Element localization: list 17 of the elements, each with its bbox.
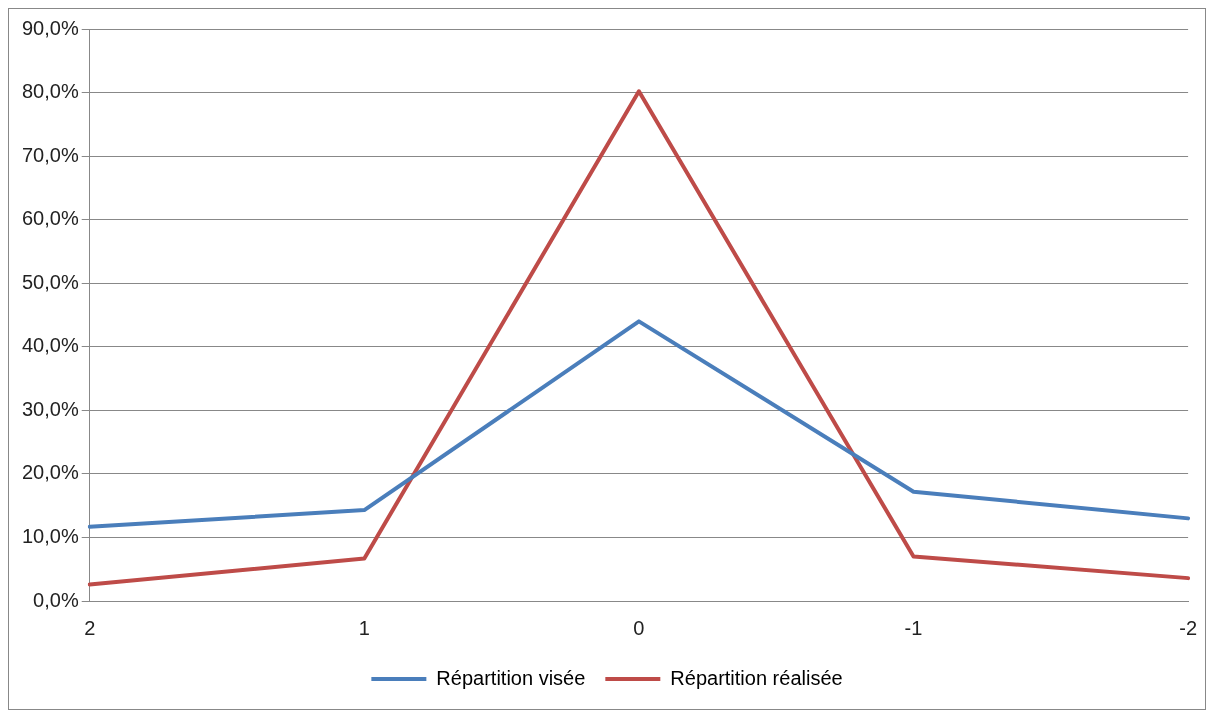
y-tick-label: 40,0% bbox=[21, 334, 79, 357]
x-tick-label: 1 bbox=[358, 616, 370, 639]
legend-label: Répartition réalisée bbox=[670, 666, 843, 689]
x-tick-label: 0 bbox=[633, 616, 645, 639]
x-tick-label: 2 bbox=[84, 616, 96, 639]
y-tick-label: 50,0% bbox=[21, 270, 79, 293]
y-tick-label: 80,0% bbox=[21, 80, 79, 103]
y-tick-label: 20,0% bbox=[21, 461, 79, 484]
y-tick-label: 70,0% bbox=[21, 143, 79, 166]
y-tick-label: 10,0% bbox=[21, 524, 79, 547]
y-tick-label: 90,0% bbox=[21, 16, 79, 39]
x-tick-label: -1 bbox=[904, 616, 923, 639]
y-tick-label: 60,0% bbox=[21, 207, 79, 230]
y-tick-label: 30,0% bbox=[21, 397, 79, 420]
y-tick-label: 0,0% bbox=[33, 588, 79, 611]
x-tick-label: -2 bbox=[1179, 616, 1198, 639]
legend-label: Répartition visée bbox=[436, 666, 586, 689]
